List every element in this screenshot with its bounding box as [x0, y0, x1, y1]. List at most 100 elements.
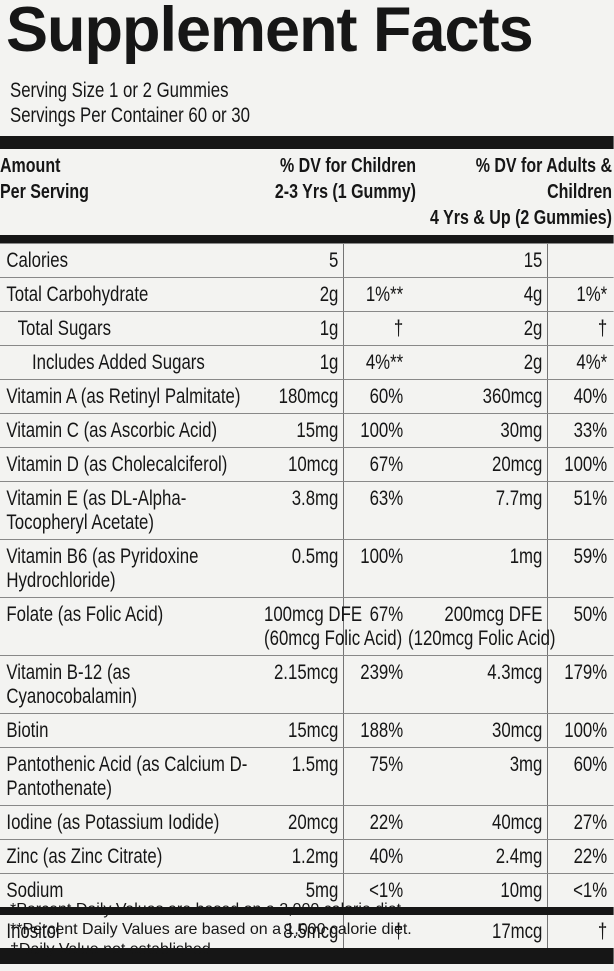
nutrient-name-text: Biotin — [6, 719, 49, 742]
nutrient-row: Folate (as Folic Acid) 100mcg DFE (60mcg F… — [0, 597, 614, 655]
daily-value: 1%** — [344, 278, 408, 311]
daily-value-text: 100% — [564, 453, 608, 476]
rows: Calories 5 15 Total Carbohydrate 2g 1%** 4g 1%*… — [0, 243, 614, 948]
nutrient-name: Folate (as Folic Acid) — [0, 598, 264, 655]
header-text: % DV for Children — [279, 155, 416, 177]
nutrient-name: Vitamin C (as Ascorbic Acid) — [0, 414, 264, 447]
nutrient-row: Vitamin B6 (as Pyridoxine Hydrochloride)… — [0, 539, 614, 597]
daily-value: 75% — [344, 748, 408, 805]
daily-value: 33% — [548, 414, 612, 447]
daily-value-text: 40% — [369, 845, 404, 868]
nutrient-row: Inositol 8.5mcg † 17mcg † — [0, 907, 614, 948]
amount-text: 30mcg — [491, 719, 543, 742]
daily-value-text: 60% — [573, 753, 608, 776]
nutrient-name-text: Calories — [6, 249, 69, 272]
nutrient-name-text: Zinc (as Zinc Citrate) — [6, 845, 163, 868]
nutrient-name: Inositol — [0, 915, 264, 948]
amount-text: 5mg — [305, 879, 339, 902]
amount-text: 20mcg — [287, 811, 339, 834]
nutrient-name-text: Pantothenic Acid (as Calcium D-Pantothen… — [6, 753, 248, 800]
nutrient-row: Vitamin B-12 (as Cyanocobalamin) 2.15mcg 2… — [0, 655, 614, 713]
amount: 15mcg — [264, 714, 344, 747]
amount: 15mg — [264, 414, 344, 447]
nutrient-name-text: Total Sugars — [17, 317, 111, 340]
nutrient-row: Total Sugars 1g † 2g † — [0, 311, 614, 345]
amount: 7.7mg — [408, 482, 548, 539]
serving-info: Serving Size 1 or 2 Gummies Servings Per… — [10, 78, 614, 128]
amount: 0.5mg — [264, 540, 344, 597]
amount-text: 360mcg — [482, 385, 543, 408]
amount: 40mcg — [408, 806, 548, 839]
nutrient-row: Vitamin E (as DL-Alpha-Tocopheryl Acetat… — [0, 481, 614, 539]
nutrient-name: Vitamin A (as Retinyl Palmitate) — [0, 380, 264, 413]
nutrient-name: Zinc (as Zinc Citrate) — [0, 840, 264, 873]
nutrient-name: Vitamin D (as Cholecalciferol) — [0, 448, 264, 481]
amount-text: 200mcg DFE — [444, 603, 543, 626]
nutrient-name: Pantothenic Acid (as Calcium D-Pantothen… — [0, 748, 264, 805]
daily-value: 50% — [548, 598, 612, 655]
daily-value-text: 4%* — [576, 351, 608, 374]
daily-value-text: 239% — [360, 661, 404, 684]
amount-text: 10mcg — [287, 453, 339, 476]
nutrient-row: Pantothenic Acid (as Calcium D-Pantothen… — [0, 747, 614, 805]
daily-value-text: 27% — [573, 811, 608, 834]
amount: 2g — [408, 312, 548, 345]
nutrient-row: Total Carbohydrate 2g 1%** 4g 1%* — [0, 277, 614, 311]
amount-text: 5 — [329, 249, 339, 272]
amount-text: 8.5mcg — [283, 920, 339, 943]
amount: 30mcg — [408, 714, 548, 747]
nutrient-row: Vitamin C (as Ascorbic Acid) 15mg 100% 30mg… — [0, 413, 614, 447]
nutrient-name-text: Vitamin B6 (as Pyridoxine Hydrochloride) — [6, 545, 199, 592]
amount-text: 20mcg — [491, 453, 543, 476]
amount: 360mcg — [408, 380, 548, 413]
header-text: % DV for Adults & Children — [475, 155, 612, 203]
daily-value-text: 33% — [573, 419, 608, 442]
nutrient-row: Sodium 5mg <1% 10mg <1% — [0, 873, 614, 907]
amount: 1mg — [408, 540, 548, 597]
nutrient-name-text: Vitamin B-12 (as Cyanocobalamin) — [6, 661, 138, 708]
nutrient-name-text: Folate (as Folic Acid) — [6, 603, 164, 626]
amount: 200mcg DFE (120mcg Folic Acid) — [408, 598, 556, 655]
amount-text: 4.3mcg — [487, 661, 543, 684]
amount-text: 40mcg — [491, 811, 543, 834]
amount: 2.4mg — [408, 840, 548, 873]
facts-panel: Amount Per Serving % DV for Children 2-3 Y… — [0, 136, 614, 964]
nutrient-name-text: Vitamin D (as Cholecalciferol) — [6, 453, 228, 476]
footnote: †Daily Value not established — [10, 941, 211, 958]
amount: 4g — [408, 278, 548, 311]
daily-value-text: 1%** — [365, 283, 404, 306]
amount-text: 2g — [319, 283, 339, 306]
daily-value: † — [548, 312, 612, 345]
amount-text: 0.5mg — [291, 545, 339, 568]
daily-value-text: † — [597, 920, 608, 943]
daily-value-text: 67% — [369, 603, 404, 626]
nutrient-row: Iodine (as Potassium Iodide) 20mcg 22% 40mc… — [0, 805, 614, 839]
daily-value-text: † — [597, 317, 608, 340]
amount: 10mcg — [264, 448, 344, 481]
serving-size: Serving Size 1 or 2 Gummies — [10, 79, 229, 102]
daily-value: 67% — [344, 448, 408, 481]
nutrient-name-text: Vitamin A (as Retinyl Palmitate) — [6, 385, 241, 408]
amount: 5mg — [264, 874, 344, 907]
amount-text: 2.15mcg — [273, 661, 339, 684]
daily-value-text: 100% — [360, 545, 404, 568]
amount-text: 100mcg DFE — [264, 603, 363, 626]
daily-value: 4%** — [344, 346, 408, 379]
daily-value: 51% — [548, 482, 612, 539]
header-text: Amount — [0, 155, 61, 177]
nutrient-name-text: Inositol — [6, 920, 60, 943]
daily-value-text: 188% — [360, 719, 404, 742]
daily-value-text: 60% — [369, 385, 404, 408]
amount-note: (60mcg Folic Acid) — [264, 627, 403, 650]
nutrient-name-text: Vitamin E (as DL-Alpha-Tocopheryl Acetat… — [6, 487, 187, 534]
daily-value-text: 51% — [573, 487, 608, 510]
amount-text: 7.7mg — [495, 487, 543, 510]
header-text: 4 Yrs & Up (2 Gummies) — [430, 207, 612, 229]
footnotes: *Percent Daily Values are based on a 2,0… — [10, 900, 412, 960]
rule — [0, 235, 614, 243]
daily-value: 100% — [344, 414, 408, 447]
nutrient-name: Vitamin B-12 (as Cyanocobalamin) — [0, 656, 264, 713]
amount-text: 180mcg — [278, 385, 339, 408]
daily-value-text: † — [393, 317, 404, 340]
